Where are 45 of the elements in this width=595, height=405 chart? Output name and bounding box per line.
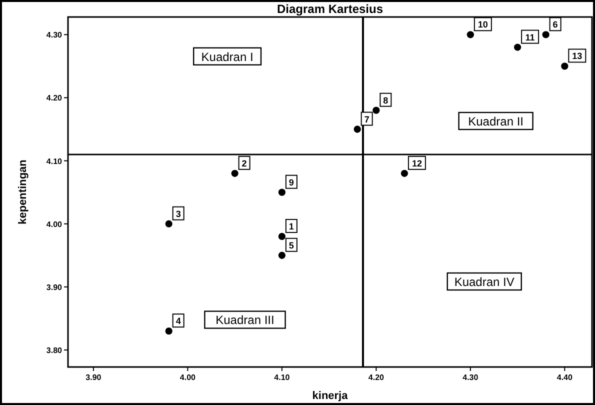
point [231, 170, 238, 177]
point [561, 62, 568, 70]
annotation: 5 [288, 240, 294, 250]
annotation: 2 [242, 158, 247, 168]
point [278, 188, 286, 196]
annotation: 11 [525, 32, 535, 42]
y-tick-label: 3.80 [46, 346, 63, 355]
x-tick-label: 3.90 [86, 373, 102, 382]
x-tick-label: 4.10 [274, 373, 290, 382]
x-tick-label: 4.00 [180, 373, 196, 382]
x-axis-title: kinerja [312, 390, 349, 402]
point [466, 31, 474, 38]
point [354, 126, 361, 133]
y-tick-label: 3.90 [46, 282, 63, 292]
annotation: 12 [412, 158, 422, 168]
x-tick-label: 4.20 [368, 373, 385, 382]
annotation: 3 [176, 208, 181, 219]
y-tick-label: 4.20 [46, 94, 63, 103]
y-tick-label: 4.10 [46, 156, 63, 166]
point [278, 252, 286, 259]
annotation: 8 [383, 95, 388, 106]
annotation: 13 [572, 51, 582, 62]
point [278, 232, 286, 240]
annotation: 4 [176, 316, 181, 326]
x-tick-label: 4.30 [462, 373, 479, 382]
point [372, 106, 380, 114]
point [542, 31, 550, 38]
annotation: 10 [478, 20, 488, 30]
point [400, 170, 408, 177]
chart-title: Diagram Kartesius [276, 2, 384, 16]
annotation: Kuadran II [468, 114, 524, 128]
annotation: 7 [364, 114, 370, 124]
y-tick-label: 4.00 [46, 220, 63, 229]
annotation: Kuadran IV [454, 274, 514, 289]
annotation: Kuadran I [201, 50, 254, 64]
annotation: 1 [288, 221, 294, 232]
y-tick-label: 4.30 [46, 30, 63, 40]
annotation: Kuadran III [216, 313, 274, 328]
point [165, 327, 172, 335]
annotation: 9 [288, 177, 294, 188]
annotation: 6 [552, 20, 558, 30]
x-tick-label: 4.40 [556, 373, 573, 382]
point [165, 220, 172, 228]
y-axis-title: kepentingan [17, 159, 29, 224]
point [514, 44, 522, 51]
